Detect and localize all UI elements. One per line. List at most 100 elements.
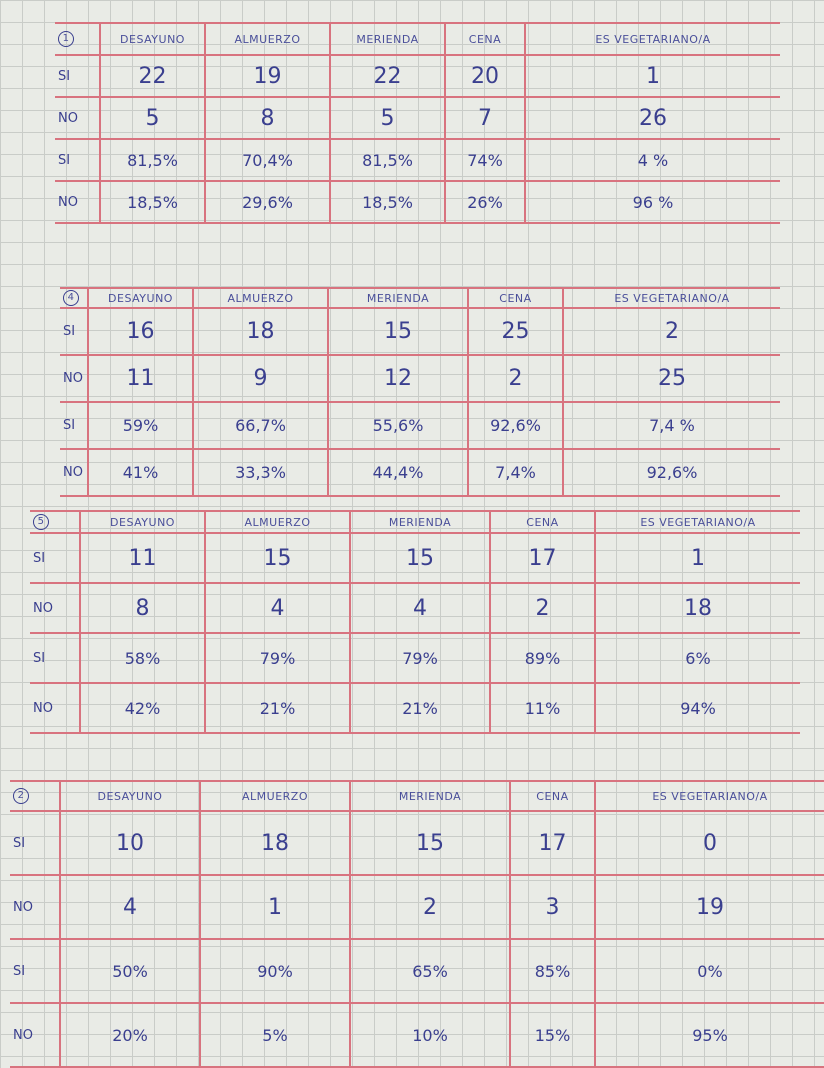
table-cell: 20 xyxy=(444,54,526,98)
table-cell: 85% xyxy=(509,938,596,1004)
table-cell: 89% xyxy=(489,632,596,684)
column-header: ES VEGETARIANO/A xyxy=(562,287,780,309)
row-label: SI xyxy=(60,401,89,450)
table-row: SI 58% 79% 79% 89% 6% xyxy=(30,632,800,684)
header-row: 1 DESAYUNO ALMUERZO MERIENDA CENA ES VEGETARI… xyxy=(55,22,780,56)
table-5: 5 DESAYUNO ALMUERZO MERIENDA CENA ES VEGETARI… xyxy=(30,510,800,734)
table-cell: 3 xyxy=(509,874,596,940)
table-cell: 15 xyxy=(327,307,469,356)
row-label: SI xyxy=(10,810,61,876)
table-cell: 11 xyxy=(79,532,206,584)
table-cell: 1 xyxy=(199,874,351,940)
table-cell: 17 xyxy=(489,532,596,584)
header-row: 5 DESAYUNO ALMUERZO MERIENDA CENA ES VEGETARI… xyxy=(30,510,800,534)
table-cell: 18,5% xyxy=(329,180,446,224)
table-cell: 0% xyxy=(594,938,824,1004)
row-label: NO xyxy=(30,582,81,634)
table-cell: 55,6% xyxy=(327,401,469,450)
table-row: NO 18,5% 29,6% 18,5% 26% 96 % xyxy=(55,180,780,224)
table-cell: 7,4% xyxy=(467,448,564,497)
table-row: SI 16 18 15 25 2 xyxy=(60,307,780,356)
table-cell: 2 xyxy=(562,307,780,356)
row-label: SI xyxy=(30,532,81,584)
table-cell: 6% xyxy=(594,632,800,684)
row-label: NO xyxy=(10,1002,61,1068)
table-cell: 92,6% xyxy=(562,448,780,497)
column-header: DESAYUNO xyxy=(79,510,206,534)
table-row: NO 11 9 12 2 25 xyxy=(60,354,780,403)
table-cell: 11 xyxy=(87,354,194,403)
table-cell: 18 xyxy=(192,307,329,356)
table-cell: 81,5% xyxy=(329,138,446,182)
column-header: CENA xyxy=(467,287,564,309)
column-header: DESAYUNO xyxy=(59,780,201,812)
table-cell: 5% xyxy=(199,1002,351,1068)
column-header: DESAYUNO xyxy=(99,22,206,56)
table-cell: 7,4 % xyxy=(562,401,780,450)
table-cell: 59% xyxy=(87,401,194,450)
table-row: NO 4 1 2 3 19 xyxy=(10,874,824,940)
table-cell: 41% xyxy=(87,448,194,497)
table-number: 4 xyxy=(63,290,79,306)
table-cell: 5 xyxy=(99,96,206,140)
table-cell: 33,3% xyxy=(192,448,329,497)
table-cell: 8 xyxy=(79,582,206,634)
table-4: 4 DESAYUNO ALMUERZO MERIENDA CENA ES VEGETARI… xyxy=(60,287,780,497)
table-number: 1 xyxy=(58,31,74,47)
row-label: SI xyxy=(10,938,61,1004)
table-cell: 90% xyxy=(199,938,351,1004)
column-header: CENA xyxy=(509,780,596,812)
column-header: ALMUERZO xyxy=(199,780,351,812)
table-row: NO 20% 5% 10% 15% 95% xyxy=(10,1002,824,1068)
table-cell: 79% xyxy=(204,632,351,684)
column-header: MERIENDA xyxy=(329,22,446,56)
row-label: NO xyxy=(30,682,81,734)
table-row: SI 22 19 22 20 1 xyxy=(55,54,780,98)
table-cell: 9 xyxy=(192,354,329,403)
table-cell: 25 xyxy=(467,307,564,356)
table-cell: 17 xyxy=(509,810,596,876)
row-label: SI xyxy=(60,307,89,356)
table-cell: 11% xyxy=(489,682,596,734)
row-label: NO xyxy=(55,180,101,224)
table-cell: 19 xyxy=(594,874,824,940)
table-cell: 10 xyxy=(59,810,201,876)
column-header: DESAYUNO xyxy=(87,287,194,309)
table-1: 1 DESAYUNO ALMUERZO MERIENDA CENA ES VEGETARI… xyxy=(55,22,780,224)
table-row: SI 81,5% 70,4% 81,5% 74% 4 % xyxy=(55,138,780,182)
table-cell: 44,4% xyxy=(327,448,469,497)
table-cell: 25 xyxy=(562,354,780,403)
column-header: ALMUERZO xyxy=(204,510,351,534)
column-header: MERIENDA xyxy=(349,780,511,812)
row-label: SI xyxy=(55,54,101,98)
table-cell: 66,7% xyxy=(192,401,329,450)
table-row: SI 50% 90% 65% 85% 0% xyxy=(10,938,824,1004)
table-cell: 10% xyxy=(349,1002,511,1068)
table-cell: 65% xyxy=(349,938,511,1004)
row-label: NO xyxy=(60,448,89,497)
table-cell: 58% xyxy=(79,632,206,684)
row-label: SI xyxy=(55,138,101,182)
table-cell: 0 xyxy=(594,810,824,876)
table-cell: 20% xyxy=(59,1002,201,1068)
column-header: MERIENDA xyxy=(349,510,491,534)
table-cell: 7 xyxy=(444,96,526,140)
table-cell: 15 xyxy=(204,532,351,584)
table-2: 2 DESAYUNO ALMUERZO MERIENDA CENA ES VEGETARI… xyxy=(10,780,824,1068)
column-header: ES VEGETARIANO/A xyxy=(524,22,780,56)
table-cell: 1 xyxy=(594,532,800,584)
table-cell: 94% xyxy=(594,682,800,734)
table-cell: 79% xyxy=(349,632,491,684)
table-cell: 8 xyxy=(204,96,331,140)
table-row: SI 11 15 15 17 1 xyxy=(30,532,800,584)
table-row: SI 59% 66,7% 55,6% 92,6% 7,4 % xyxy=(60,401,780,450)
table-cell: 26 xyxy=(524,96,780,140)
table-cell: 92,6% xyxy=(467,401,564,450)
column-header: MERIENDA xyxy=(327,287,469,309)
column-header: ALMUERZO xyxy=(204,22,331,56)
table-row: SI 10 18 15 17 0 xyxy=(10,810,824,876)
table-cell: 74% xyxy=(444,138,526,182)
table-cell: 95% xyxy=(594,1002,824,1068)
header-row: 2 DESAYUNO ALMUERZO MERIENDA CENA ES VEGETARI… xyxy=(10,780,824,812)
table-cell: 12 xyxy=(327,354,469,403)
